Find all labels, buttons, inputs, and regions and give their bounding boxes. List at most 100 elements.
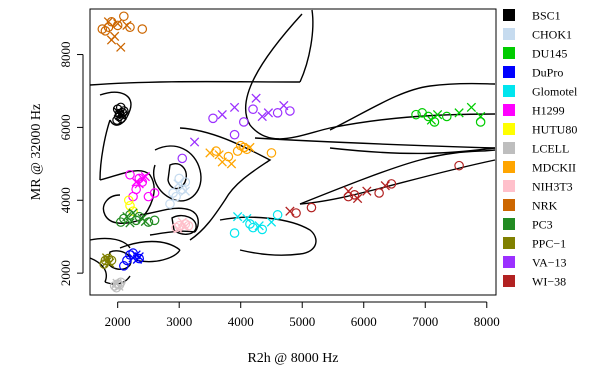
y-axis: 2000 4000 6000 8000 bbox=[58, 42, 84, 286]
data-point-cross bbox=[103, 17, 114, 27]
data-point-cross bbox=[352, 193, 363, 204]
y-tick-label: 4000 bbox=[58, 187, 73, 213]
series-0 bbox=[112, 102, 129, 125]
y-axis-title: MR @ 32000 Hz bbox=[29, 104, 44, 201]
legend-label: DuPro bbox=[532, 66, 563, 80]
series-14 bbox=[285, 160, 464, 218]
data-point-cross bbox=[173, 224, 183, 234]
data-point-cross bbox=[217, 109, 227, 120]
data-point-cross bbox=[214, 150, 224, 160]
data-point-circle bbox=[165, 199, 175, 209]
x-tick-label: 8000 bbox=[474, 314, 500, 329]
data-point-circle bbox=[143, 191, 154, 202]
data-point-cross bbox=[117, 111, 127, 121]
data-point-circle bbox=[386, 179, 397, 189]
data-point-circle bbox=[285, 106, 295, 116]
data-point-cross bbox=[140, 171, 151, 182]
data-point-cross bbox=[245, 142, 255, 153]
y-tick-label: 2000 bbox=[58, 260, 73, 286]
series-12 bbox=[99, 253, 117, 269]
data-point-cross bbox=[217, 157, 227, 167]
data-point-circle bbox=[123, 195, 134, 206]
x-tick-label: 3000 bbox=[166, 314, 192, 329]
series-5 bbox=[125, 169, 160, 202]
series-13 bbox=[177, 93, 295, 164]
data-point-circle bbox=[180, 177, 191, 187]
data-point-cross bbox=[279, 100, 289, 111]
data-point-circle bbox=[125, 250, 135, 260]
legend-swatch bbox=[503, 199, 515, 211]
data-point-cross bbox=[114, 281, 124, 291]
data-point-cross bbox=[102, 256, 112, 267]
data-point-circle bbox=[238, 117, 249, 127]
legend-swatch bbox=[503, 256, 515, 268]
data-point-cross bbox=[128, 208, 138, 218]
data-point-circle bbox=[171, 222, 181, 233]
data-marks bbox=[97, 11, 486, 293]
data-point-cross bbox=[251, 93, 261, 103]
data-point-circle bbox=[100, 26, 111, 36]
data-point-circle bbox=[411, 109, 421, 120]
decision-boundaries bbox=[89, 9, 496, 285]
data-point-cross bbox=[475, 111, 486, 122]
data-point-cross bbox=[466, 102, 477, 113]
data-point-cross bbox=[257, 111, 267, 122]
x-axis: 2000 3000 4000 5000 6000 7000 8000 bbox=[105, 301, 500, 329]
data-point-circle bbox=[149, 188, 160, 198]
legend-swatch bbox=[503, 237, 515, 249]
data-point-circle bbox=[125, 22, 135, 33]
legend-swatch bbox=[503, 275, 515, 287]
data-point-circle bbox=[149, 215, 160, 226]
data-point-circle bbox=[208, 113, 218, 124]
series-6 bbox=[123, 195, 138, 217]
legend-swatch bbox=[503, 66, 515, 78]
legend-swatch bbox=[503, 123, 515, 135]
series-2 bbox=[411, 102, 486, 127]
legend: BSC1 CHOK1 DU145 DuPro Glomotel H1299 HUTU80 LC… bbox=[503, 9, 578, 289]
data-point-cross bbox=[180, 186, 191, 196]
data-point-cross bbox=[343, 186, 354, 196]
data-point-cross bbox=[105, 258, 115, 268]
data-point-circle bbox=[229, 228, 240, 238]
legend-swatch bbox=[503, 9, 515, 21]
data-point-circle bbox=[168, 188, 178, 198]
data-point-circle bbox=[119, 11, 129, 22]
data-point-circle bbox=[417, 108, 427, 118]
x-tick-label: 2000 bbox=[105, 314, 131, 329]
data-point-circle bbox=[475, 117, 486, 127]
data-point-circle bbox=[248, 104, 258, 114]
x-tick-label: 7000 bbox=[412, 314, 438, 329]
data-point-cross bbox=[134, 179, 144, 189]
series-9 bbox=[171, 217, 194, 234]
series-7 bbox=[109, 277, 126, 293]
data-point-cross bbox=[173, 179, 183, 189]
legend-label: PC3 bbox=[532, 218, 553, 232]
data-point-cross bbox=[205, 148, 215, 158]
plot-frame bbox=[89, 8, 497, 296]
data-point-circle bbox=[112, 115, 122, 125]
data-point-circle bbox=[125, 169, 135, 180]
legend-label: NRK bbox=[532, 199, 558, 213]
data-point-cross bbox=[432, 109, 443, 120]
legend-swatch bbox=[503, 28, 515, 40]
data-point-circle bbox=[137, 24, 148, 34]
series-11 bbox=[115, 208, 160, 228]
legend-swatch bbox=[503, 85, 515, 97]
data-point-cross bbox=[122, 20, 132, 31]
data-point-cross bbox=[177, 217, 187, 227]
legend-swatch bbox=[503, 142, 515, 154]
legend-swatch bbox=[503, 161, 515, 173]
data-point-cross bbox=[454, 108, 464, 118]
data-point-cross bbox=[140, 216, 151, 227]
data-point-cross bbox=[242, 213, 252, 224]
data-point-circle bbox=[291, 208, 301, 218]
x-axis-title: R2h @ 8000 Hz bbox=[247, 351, 338, 366]
data-point-circle bbox=[112, 20, 123, 31]
x-tick-label: 5000 bbox=[289, 314, 315, 329]
y-tick-label: 6000 bbox=[58, 114, 73, 140]
data-point-cross bbox=[254, 221, 264, 231]
data-point-circle bbox=[454, 160, 464, 171]
legend-label: NIH3T3 bbox=[532, 180, 573, 194]
data-point-circle bbox=[374, 188, 384, 198]
